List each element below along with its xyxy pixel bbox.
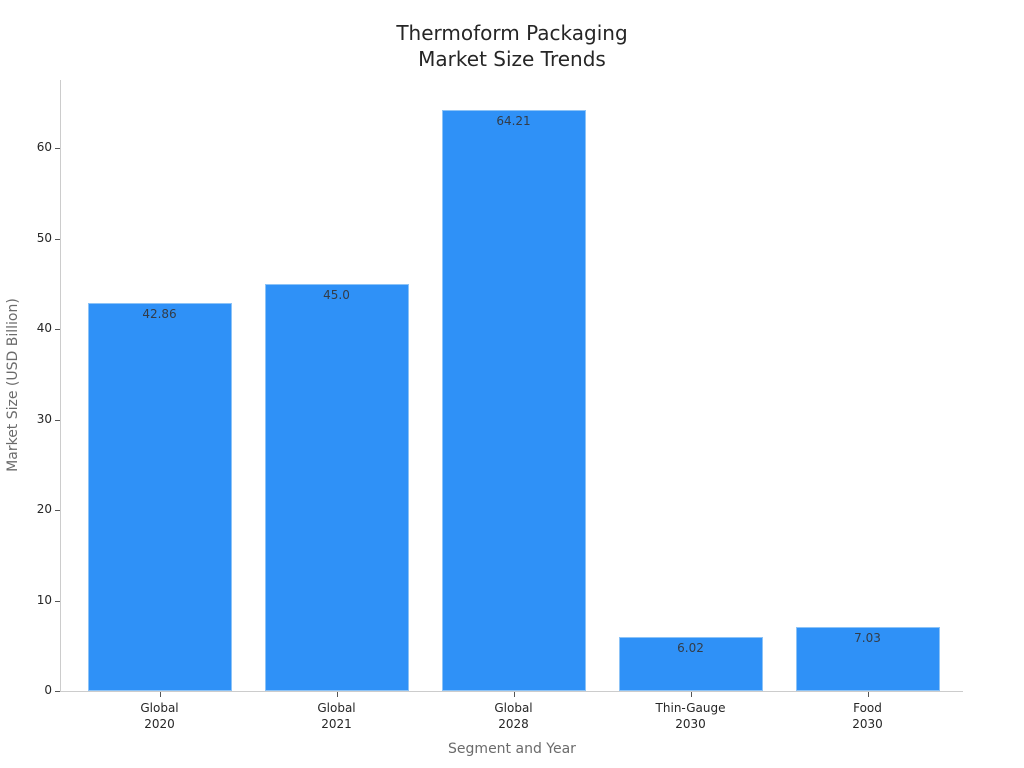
x-tick bbox=[867, 692, 869, 697]
bar-value-label: 64.21 bbox=[496, 113, 531, 128]
x-tick-label: Global 2020 bbox=[90, 700, 230, 732]
x-tick bbox=[513, 692, 515, 697]
chart-title-line-1: Thermoform Packaging bbox=[396, 21, 628, 45]
y-tick bbox=[55, 238, 60, 240]
x-tick-label-line: Thin-Gauge bbox=[655, 701, 726, 715]
bar-global-2021[interactable]: 45.0 bbox=[264, 283, 409, 691]
bar-global-2020[interactable]: 42.86 bbox=[87, 303, 232, 691]
y-tick bbox=[55, 510, 60, 511]
y-tick-label: 30 bbox=[36, 411, 52, 426]
x-tick-label-line: 2021 bbox=[321, 717, 352, 731]
x-tick-label-line: Global bbox=[494, 701, 533, 715]
x-tick bbox=[159, 692, 161, 697]
x-tick-label-line: Global bbox=[140, 701, 179, 715]
x-tick-label-line: 2020 bbox=[144, 717, 175, 731]
x-tick-label-line: 2028 bbox=[498, 717, 529, 731]
y-tick-label: 40 bbox=[36, 321, 52, 335]
x-tick-label: Global 2028 bbox=[444, 700, 584, 732]
y-tick bbox=[55, 691, 60, 692]
bar-value-label: 42.86 bbox=[142, 307, 177, 322]
y-tick-label: 20 bbox=[36, 502, 52, 516]
bar-food-2030[interactable]: 7.03 bbox=[795, 627, 940, 691]
chart-title: Thermoform Packaging Market Size Trends bbox=[0, 20, 1024, 72]
y-tick bbox=[55, 419, 60, 421]
x-tick bbox=[336, 692, 338, 697]
y-tick-label: 50 bbox=[36, 230, 52, 245]
bar-thin-gauge-2030[interactable]: 6.02 bbox=[618, 636, 763, 691]
x-axis-label: Segment and Year bbox=[448, 741, 576, 757]
bar-value-label: 45.0 bbox=[323, 287, 350, 302]
bar-global-2028[interactable]: 64.21 bbox=[441, 109, 586, 691]
x-tick-label: Food 2030 bbox=[798, 700, 938, 732]
x-tick-label: Global 2021 bbox=[267, 700, 407, 732]
y-axis-line bbox=[60, 80, 61, 692]
x-tick-label-line: 2030 bbox=[852, 717, 883, 731]
x-tick-label-line: Food bbox=[853, 701, 882, 715]
x-tick bbox=[690, 692, 692, 697]
x-tick-label-line: 2030 bbox=[675, 717, 706, 731]
bar-value-label: 7.03 bbox=[854, 631, 881, 646]
bar-value-label: 6.02 bbox=[677, 640, 704, 655]
chart-title-line-2: Market Size Trends bbox=[418, 47, 606, 71]
y-tick bbox=[55, 329, 60, 330]
y-tick bbox=[55, 148, 60, 149]
y-tick-label: 0 bbox=[44, 683, 52, 697]
y-tick bbox=[55, 600, 60, 602]
y-axis-label: Market Size (USD Billion) bbox=[5, 298, 21, 472]
x-tick-label-line: Global bbox=[317, 701, 356, 715]
y-tick-label: 60 bbox=[36, 140, 52, 154]
x-tick-label: Thin-Gauge 2030 bbox=[621, 700, 761, 732]
x-axis-line bbox=[60, 691, 963, 692]
y-tick-label: 10 bbox=[36, 592, 52, 607]
